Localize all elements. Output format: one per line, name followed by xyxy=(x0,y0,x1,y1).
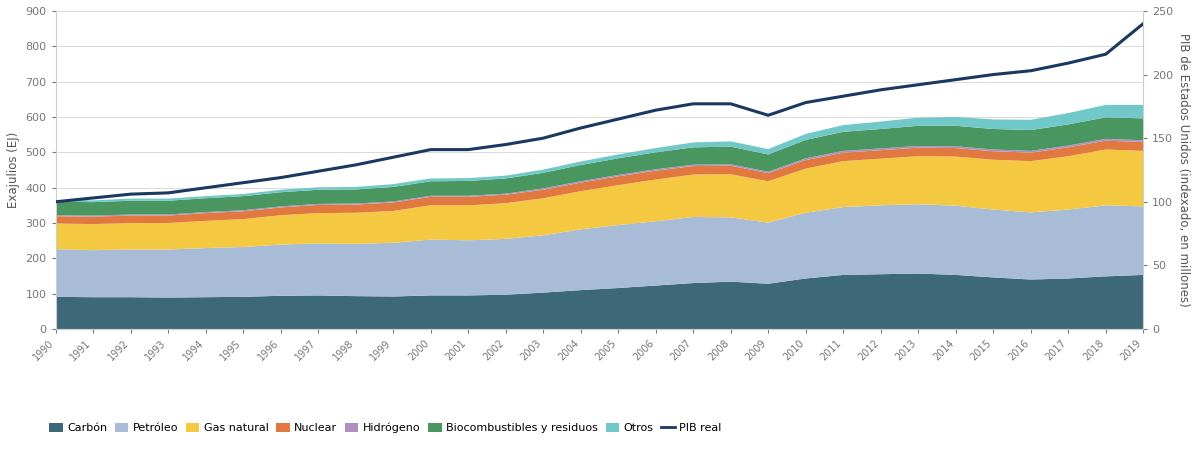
Y-axis label: PIB de Estados Unidos (indexado, en millones): PIB de Estados Unidos (indexado, en mill… xyxy=(1177,33,1190,307)
Legend: Carbón, Petróleo, Gas natural, Nuclear, Hidrógeno, Biocombustibles y residuos, O: Carbón, Petróleo, Gas natural, Nuclear, … xyxy=(44,418,725,438)
Y-axis label: Exajulios (EJ): Exajulios (EJ) xyxy=(7,132,20,208)
